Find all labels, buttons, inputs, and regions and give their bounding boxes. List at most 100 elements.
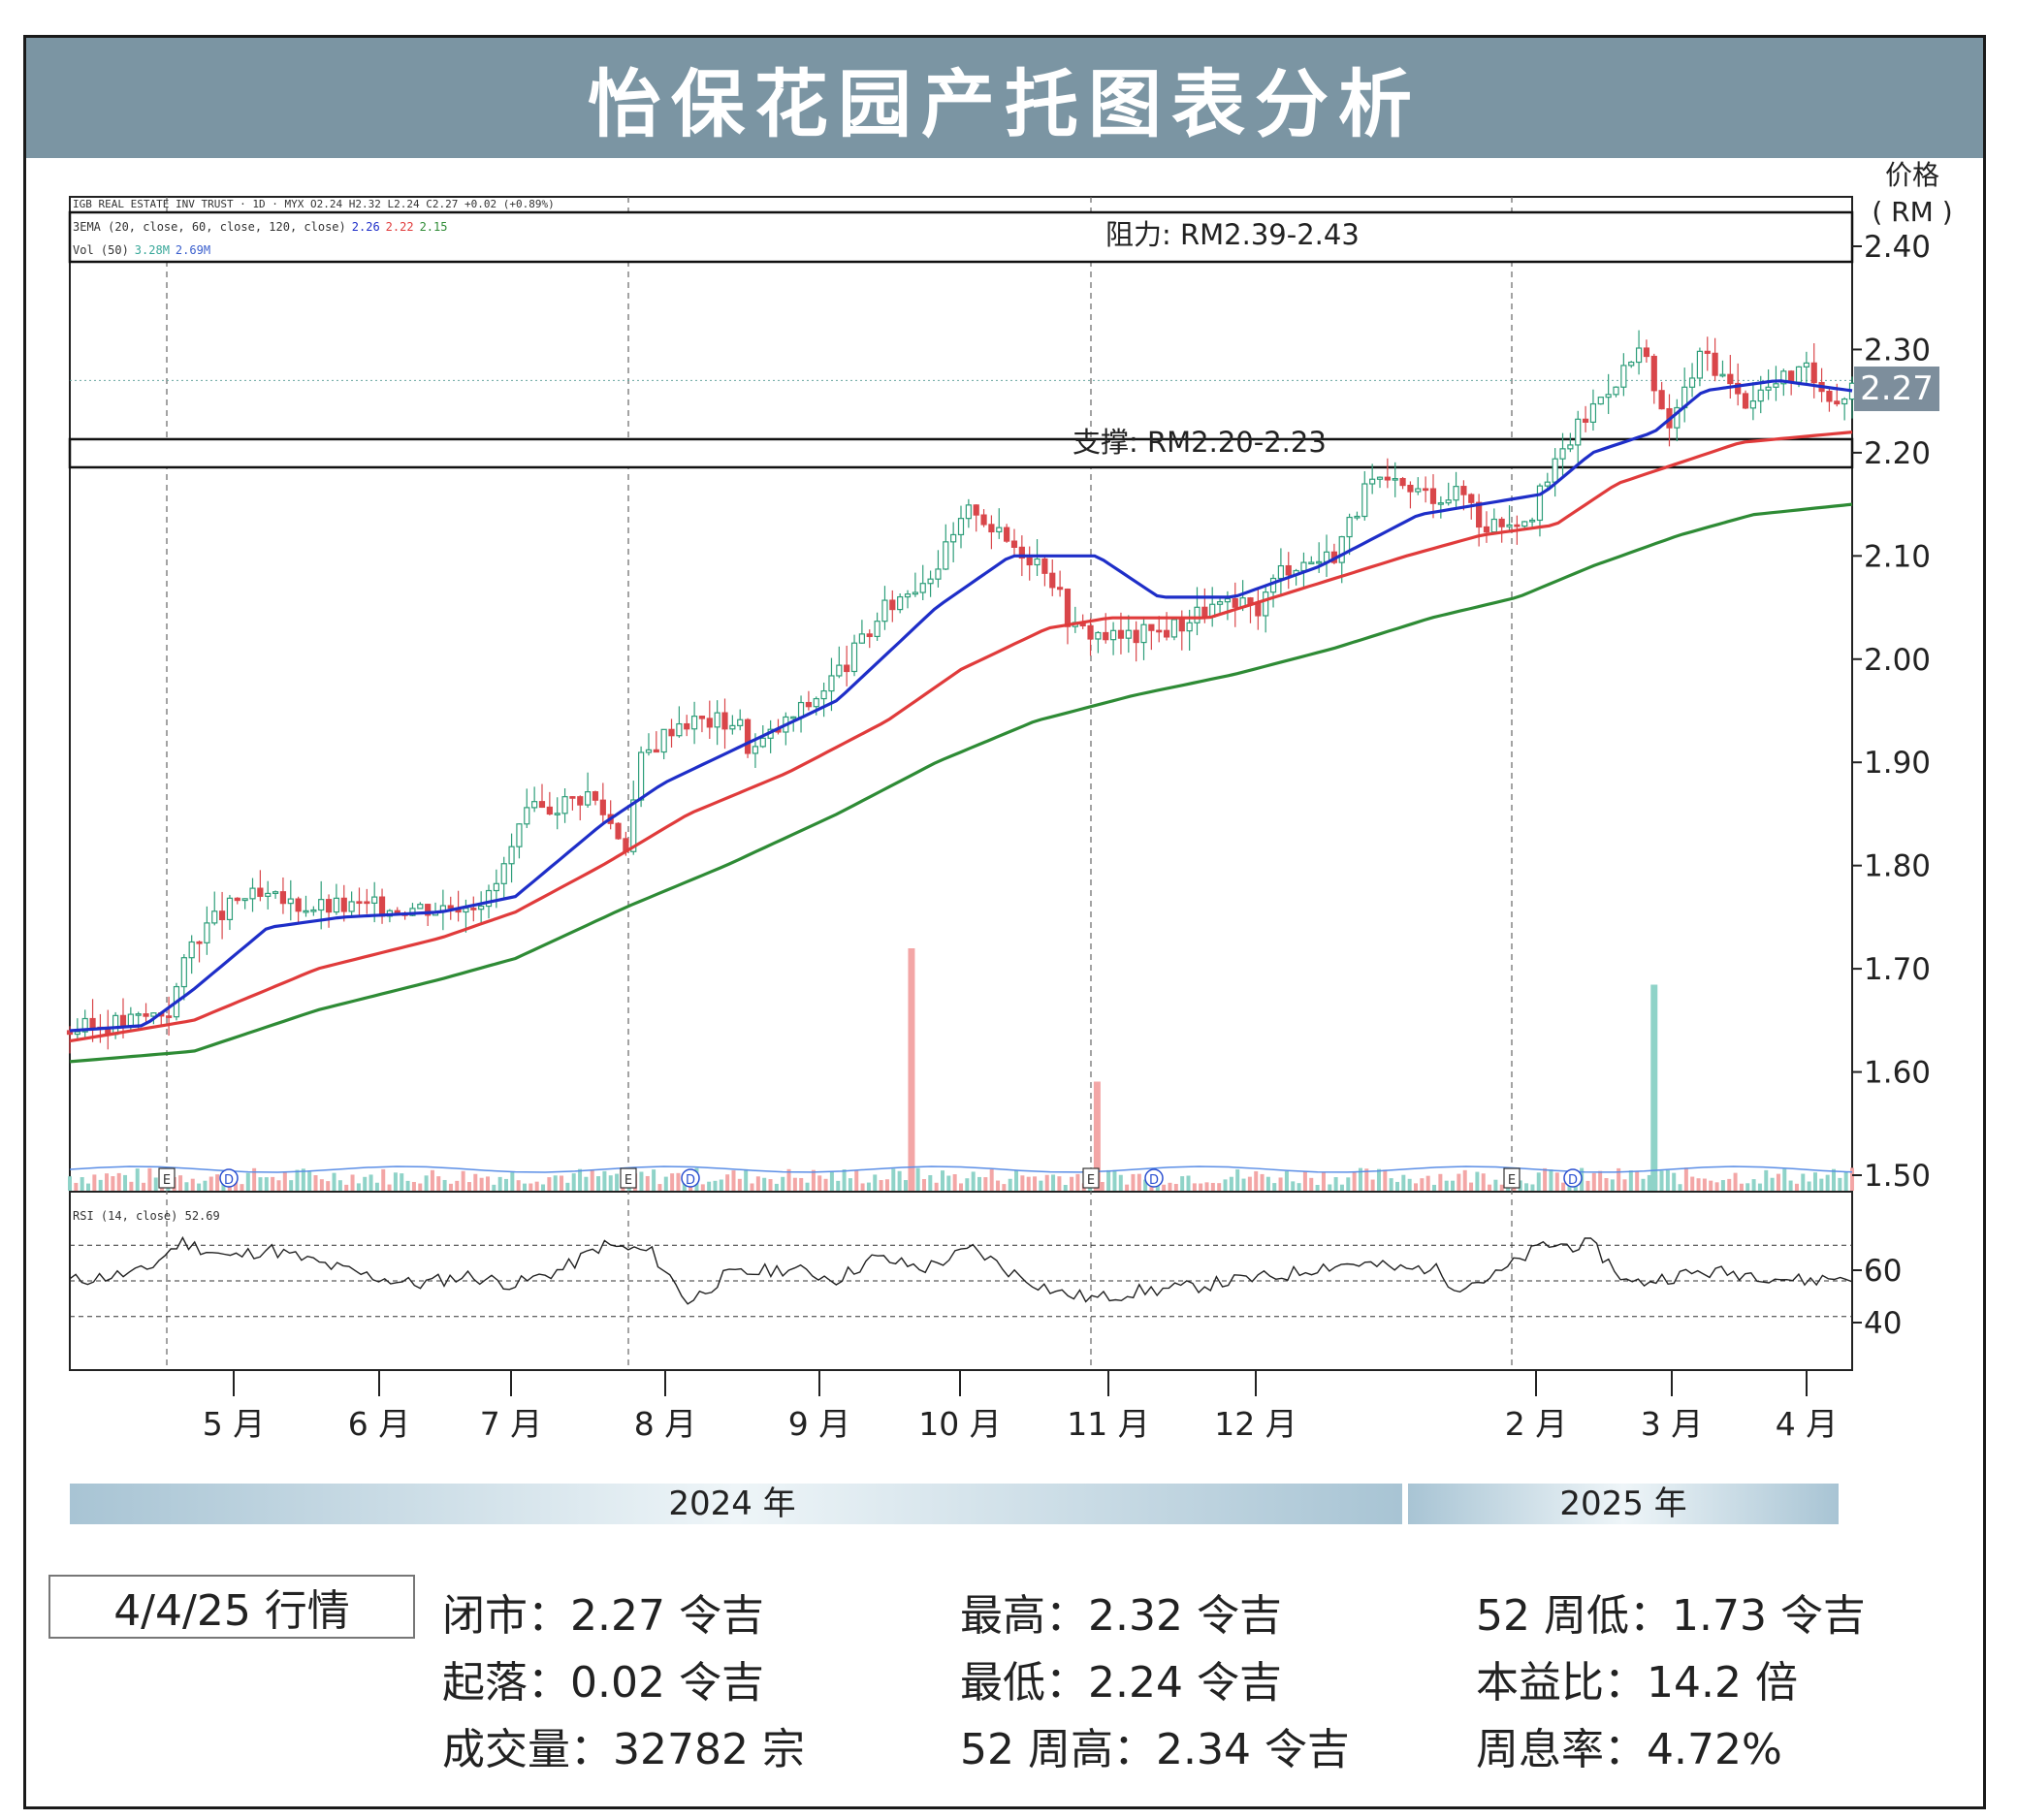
candle-body [211, 910, 218, 924]
year-label-2024: 2024 年 [668, 1485, 795, 1523]
candle-body [813, 697, 819, 708]
candle-body [752, 746, 759, 754]
volume-bar [400, 1173, 404, 1191]
volume-bar [1530, 1184, 1535, 1191]
legend-vol-prefix: Vol (50) [73, 243, 129, 257]
volume-bar [301, 1168, 305, 1191]
price-tick-label: 2.30 [1864, 333, 1931, 367]
volume-bar [123, 1174, 128, 1191]
candle-body [737, 718, 744, 726]
rsi-line [69, 1235, 1853, 1305]
legend-vol-1: 3.28M [135, 243, 170, 257]
volume-bar [965, 1178, 970, 1191]
volume-bar [319, 1179, 324, 1191]
volume-bar [1168, 1182, 1172, 1191]
volume-bar [1536, 1172, 1541, 1191]
volume-bar [1683, 1167, 1688, 1191]
volume-bar [1549, 1169, 1553, 1191]
candle-body [340, 897, 347, 912]
candle-body [1429, 488, 1437, 504]
candle-body [1674, 406, 1681, 429]
candle-body [1140, 623, 1147, 644]
candle-body [828, 675, 835, 692]
candle-body [1841, 398, 1848, 405]
volume-bar [977, 1176, 982, 1191]
volume-bar [774, 1183, 779, 1191]
month-tick-label: 7 月 [480, 1405, 543, 1443]
volume-bar [805, 1182, 810, 1191]
volume-bar [142, 1182, 146, 1191]
volume-bar [1714, 1182, 1719, 1191]
volume-bar [147, 1167, 152, 1191]
candle-body [500, 863, 507, 884]
candle-body [721, 712, 728, 730]
candle-body [866, 633, 873, 638]
candle-body [119, 1014, 127, 1027]
ema-layer [69, 379, 1853, 1064]
volume-bar [374, 1182, 379, 1191]
candle-body [1018, 546, 1025, 559]
event-marker-label: E [163, 1173, 171, 1188]
legend-symbol-line: IGB REAL ESTATE INV TRUST · 1D · MYX O2.… [73, 198, 555, 210]
volume-bar [1709, 1180, 1713, 1191]
event-marker-label: D [224, 1173, 234, 1188]
volume-bar [1641, 1178, 1646, 1191]
candle-body [1521, 521, 1528, 527]
volume-bar [98, 1179, 103, 1191]
candle-body [1605, 394, 1612, 399]
candle-body [180, 957, 187, 988]
candle-body [265, 892, 272, 897]
volume-bar [1665, 1169, 1670, 1191]
volume-bar [860, 1183, 865, 1191]
candle-body [714, 712, 720, 728]
volume-bar [203, 1180, 208, 1191]
volume-bar [1309, 1177, 1314, 1191]
candle-body [668, 728, 675, 737]
volume-bar [1610, 1179, 1615, 1191]
candle-body [858, 633, 865, 644]
candle-body [1506, 524, 1513, 527]
candle-body [1361, 483, 1368, 518]
candle-body [1453, 486, 1459, 501]
candle-body [1133, 629, 1139, 644]
volume-bar [1622, 1179, 1627, 1191]
candle-body [973, 504, 979, 516]
volume-bar [1173, 1183, 1178, 1191]
volume-bar [295, 1169, 300, 1191]
volume-bar [492, 1184, 496, 1191]
candle-body [904, 593, 912, 598]
candle-body [364, 901, 370, 905]
volume-bar [381, 1168, 386, 1191]
candle-body [1095, 631, 1102, 640]
legend-ema-20: 2.26 [352, 220, 380, 234]
volume-bar [1414, 1183, 1419, 1191]
volume-bar [707, 1181, 712, 1191]
stat-high: 最高：2.32 令吉 [960, 1591, 1282, 1641]
zone-layer [68, 210, 1854, 469]
candle-body [127, 1013, 134, 1027]
volume-bar [836, 1180, 841, 1191]
candle-body [844, 664, 850, 673]
volume-bar [737, 1178, 742, 1191]
candle-body [676, 722, 683, 737]
candle-body [836, 664, 843, 677]
volume-bar [1192, 1183, 1197, 1191]
candle-body [1269, 577, 1277, 593]
volume-bar [337, 1180, 342, 1191]
volume-bar [1850, 1167, 1854, 1191]
volume-bar [1444, 1180, 1449, 1191]
volume-bar [547, 1177, 552, 1191]
candle-body [1575, 418, 1582, 446]
volume-bar [1026, 1176, 1031, 1191]
volume-bar [1659, 1170, 1664, 1191]
volume-bar [307, 1171, 312, 1191]
candle-body [234, 897, 240, 902]
candle-body [1194, 606, 1201, 623]
candle-body [615, 822, 622, 840]
candle-body [241, 898, 248, 902]
volume-spike-bar [1093, 1081, 1101, 1191]
volume-bar [1425, 1175, 1430, 1191]
volume-bar [811, 1169, 816, 1191]
volume-bar [1554, 1172, 1559, 1191]
